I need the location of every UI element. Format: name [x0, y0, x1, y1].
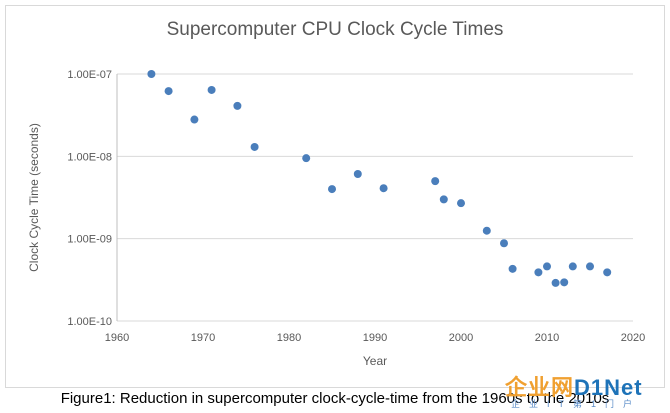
gridlines: [117, 73, 633, 322]
x-tick-label: 1970: [191, 332, 215, 344]
data-point: [164, 87, 173, 96]
x-axis-ticks: 1960 1970 1980 1990 2000 2010 2020: [105, 332, 645, 344]
watermark-logo: 企业网D1Net 企业IT第1门户: [505, 370, 665, 410]
x-tick-label: 2000: [449, 332, 473, 344]
data-point: [190, 115, 199, 124]
data-point: [147, 70, 156, 78]
data-point: [233, 101, 242, 110]
data-point: [379, 184, 388, 193]
data-point: [586, 262, 594, 271]
data-point: [431, 177, 440, 186]
data-points: [147, 70, 612, 287]
y-tick-label: 1.00E-09: [67, 234, 112, 246]
data-point: [603, 268, 612, 277]
data-point: [302, 154, 311, 163]
data-point: [457, 199, 465, 208]
data-point: [543, 262, 551, 271]
x-axis-label: Year: [363, 354, 387, 368]
data-point: [250, 142, 259, 151]
data-point: [508, 264, 517, 273]
data-point: [353, 170, 362, 179]
watermark-subtitle: 企业IT第1门户: [511, 399, 642, 409]
chart-title: Supercomputer CPU Clock Cycle Times: [167, 19, 504, 40]
data-point: [439, 195, 448, 204]
y-axis-label: Clock Cycle Time (seconds): [27, 123, 41, 272]
data-point: [568, 262, 577, 271]
chart-frame: [5, 5, 665, 388]
data-point: [207, 85, 216, 94]
data-point: [534, 268, 543, 277]
watermark-logo-text: 企业网D1Net: [505, 375, 643, 400]
x-tick-label: 1990: [363, 332, 387, 344]
y-axis-ticks: 1.00E-07 1.00E-08 1.00E-09 1.00E-10: [67, 69, 112, 328]
x-tick-label: 2020: [621, 332, 645, 344]
x-tick-label: 1960: [105, 332, 129, 344]
y-tick-label: 1.00E-07: [67, 69, 112, 81]
x-tick-label: 2010: [535, 332, 559, 344]
data-point: [560, 278, 569, 287]
figure-caption: Figure1: Reduction in supercomputer cloc…: [60, 390, 610, 407]
data-point: [328, 185, 336, 194]
x-tick-label: 1980: [277, 332, 301, 344]
y-tick-label: 1.00E-08: [67, 151, 112, 163]
y-tick-label: 1.00E-10: [67, 316, 112, 328]
scatter-chart: Supercomputer CPU Clock Cycle Times 1.00…: [27, 19, 645, 368]
data-point: [482, 226, 491, 235]
data-point: [551, 278, 560, 287]
data-point: [500, 239, 508, 248]
